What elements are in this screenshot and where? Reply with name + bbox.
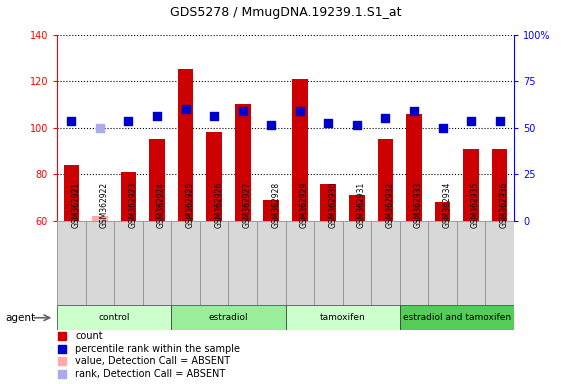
Point: [438, 124, 447, 131]
Bar: [400, 221, 428, 305]
Bar: [120, 172, 136, 221]
Bar: [86, 221, 114, 305]
Bar: [406, 114, 422, 221]
Point: [324, 120, 333, 126]
Point: [238, 108, 247, 114]
Point: [152, 113, 162, 119]
Bar: [320, 184, 336, 221]
Bar: [57, 305, 171, 330]
Text: GSM362933: GSM362933: [414, 181, 423, 228]
Text: GSM362936: GSM362936: [500, 181, 509, 228]
Point: [124, 118, 133, 124]
Bar: [292, 79, 308, 221]
Text: GSM362929: GSM362929: [300, 181, 309, 228]
Bar: [200, 221, 228, 305]
Text: GSM362924: GSM362924: [157, 181, 166, 228]
Text: GSM362928: GSM362928: [271, 181, 280, 228]
Text: GSM362930: GSM362930: [328, 181, 337, 228]
Bar: [206, 132, 222, 221]
Text: GSM362926: GSM362926: [214, 181, 223, 228]
Bar: [143, 221, 171, 305]
Point: [409, 108, 419, 114]
Text: GSM362923: GSM362923: [128, 181, 138, 228]
Bar: [286, 221, 314, 305]
Bar: [314, 221, 343, 305]
Text: GSM362921: GSM362921: [71, 181, 81, 228]
Text: GSM362927: GSM362927: [243, 181, 252, 228]
Bar: [400, 305, 514, 330]
Bar: [228, 221, 257, 305]
Point: [57, 371, 66, 377]
Point: [57, 333, 66, 339]
Bar: [114, 221, 143, 305]
Bar: [63, 165, 79, 221]
Point: [352, 122, 361, 128]
Text: GSM362922: GSM362922: [100, 181, 109, 228]
Point: [495, 118, 504, 124]
Bar: [463, 149, 479, 221]
Bar: [57, 221, 514, 305]
Bar: [57, 221, 86, 305]
Text: estradiol: estradiol: [208, 313, 248, 322]
Text: GSM362935: GSM362935: [471, 181, 480, 228]
Text: estradiol and tamoxifen: estradiol and tamoxifen: [403, 313, 511, 322]
Point: [295, 108, 304, 114]
Bar: [257, 221, 286, 305]
Text: control: control: [98, 313, 130, 322]
Point: [57, 358, 66, 364]
Bar: [263, 200, 279, 221]
Bar: [92, 216, 108, 221]
Text: value, Detection Call = ABSENT: value, Detection Call = ABSENT: [75, 356, 231, 366]
Point: [467, 118, 476, 124]
Text: GSM362925: GSM362925: [186, 181, 195, 228]
Point: [95, 124, 104, 131]
Bar: [171, 305, 286, 330]
Point: [57, 346, 66, 352]
Bar: [343, 221, 371, 305]
Bar: [171, 221, 200, 305]
Text: count: count: [75, 331, 103, 341]
Bar: [428, 221, 457, 305]
Bar: [377, 139, 393, 221]
Bar: [178, 70, 194, 221]
Point: [210, 113, 219, 119]
Bar: [492, 149, 508, 221]
Bar: [371, 221, 400, 305]
Text: percentile rank within the sample: percentile rank within the sample: [75, 344, 240, 354]
Text: tamoxifen: tamoxifen: [320, 313, 365, 322]
Point: [381, 115, 390, 121]
Point: [181, 106, 190, 112]
Text: GSM362932: GSM362932: [385, 181, 395, 228]
Text: rank, Detection Call = ABSENT: rank, Detection Call = ABSENT: [75, 369, 226, 379]
Bar: [235, 104, 251, 221]
Point: [67, 118, 76, 124]
Point: [267, 122, 276, 128]
Bar: [149, 139, 165, 221]
Bar: [457, 221, 485, 305]
Bar: [286, 305, 400, 330]
Text: GDS5278 / MmugDNA.19239.1.S1_at: GDS5278 / MmugDNA.19239.1.S1_at: [170, 6, 401, 19]
Bar: [435, 202, 451, 221]
Bar: [485, 221, 514, 305]
Text: GSM362931: GSM362931: [357, 181, 366, 228]
Bar: [349, 195, 365, 221]
Text: GSM362934: GSM362934: [443, 181, 452, 228]
Text: agent: agent: [6, 313, 36, 323]
